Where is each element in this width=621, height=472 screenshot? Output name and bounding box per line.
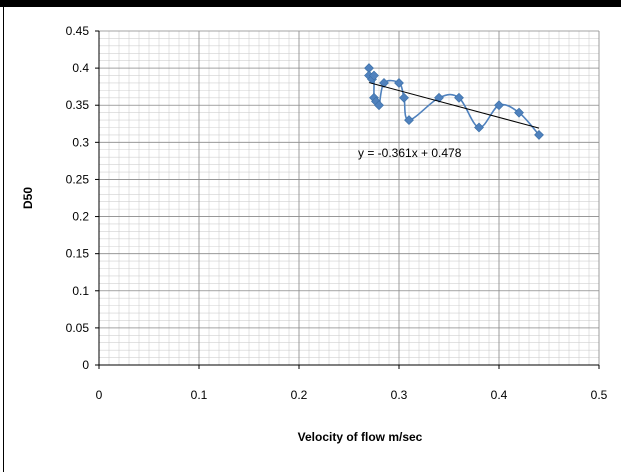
trendline-equation: y = -0.361x + 0.478 — [358, 146, 462, 160]
y-tick-label: 0 — [82, 358, 89, 372]
top-border-bar — [0, 0, 621, 7]
x-axis-title: Velocity of flow m/sec — [298, 430, 423, 444]
left-border-rule — [3, 7, 4, 472]
series-line — [367, 68, 540, 136]
grid — [98, 30, 600, 366]
y-tick-label: 0.15 — [66, 247, 90, 261]
y-tick-labels: 0 0.05 0.1 0.15 0.2 0.25 0.3 0.35 0.4 0.45 — [66, 24, 90, 372]
data-point-marker — [514, 107, 524, 118]
y-tick-label: 0.45 — [66, 24, 90, 38]
x-tick-labels: 0 0.1 0.2 0.3 0.4 0.5 — [96, 388, 608, 402]
y-tick-label: 0.4 — [72, 61, 89, 75]
axes — [95, 30, 600, 369]
y-tick-label: 0.25 — [66, 172, 90, 186]
data-point-marker — [454, 92, 464, 103]
trendline-group — [368, 82, 540, 129]
y-tick-label: 0.2 — [72, 210, 89, 224]
x-tick-label: 0.5 — [591, 388, 608, 402]
y-tick-label: 0.1 — [72, 284, 89, 298]
data-point-marker — [474, 122, 484, 133]
data-point-marker — [434, 92, 444, 103]
data-point-marker — [369, 70, 379, 81]
data-point-marker — [379, 78, 389, 88]
x-tick-label: 0 — [96, 388, 103, 402]
x-tick-label: 0.3 — [391, 388, 408, 402]
data-point-marker — [494, 100, 504, 111]
data-point-marker — [404, 115, 414, 125]
y-tick-label: 0.05 — [66, 321, 90, 335]
x-tick-label: 0.1 — [191, 388, 208, 402]
data-point-marker — [394, 78, 404, 88]
y-tick-label: 0.3 — [72, 135, 89, 149]
y-tick-label: 0.35 — [66, 98, 90, 112]
series-group — [364, 63, 544, 140]
trendline — [368, 82, 540, 129]
x-tick-label: 0.2 — [291, 388, 308, 402]
y-axis-title: D50 — [21, 187, 35, 209]
data-point-marker — [534, 129, 544, 140]
x-tick-label: 0.4 — [491, 388, 508, 402]
data-point-marker — [374, 100, 384, 111]
data-point-marker — [399, 92, 409, 103]
